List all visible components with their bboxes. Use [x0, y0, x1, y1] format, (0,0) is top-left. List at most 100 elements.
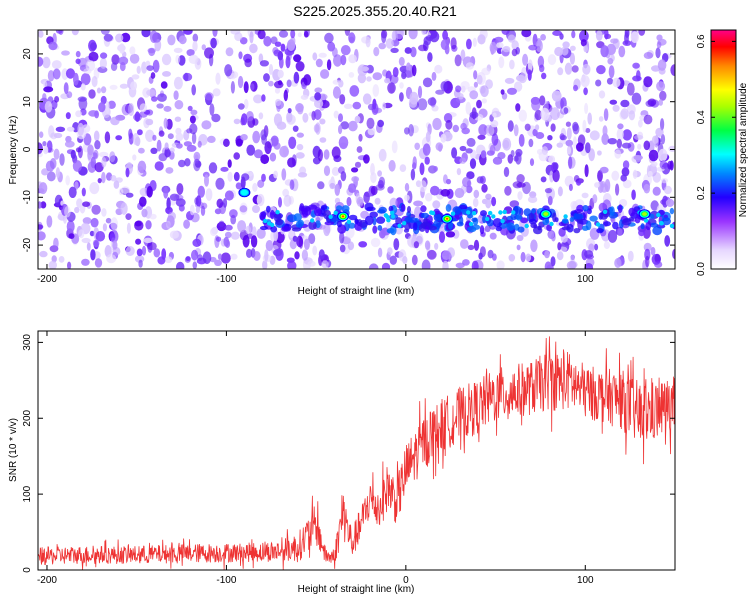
heatmap-cell — [243, 98, 249, 110]
heatmap-cell — [624, 31, 629, 45]
heatmap-cell — [173, 90, 179, 100]
heatmap-cell — [481, 183, 488, 193]
heatmap-cell — [643, 242, 652, 252]
heatmap-cell — [528, 138, 534, 148]
heatmap-band-cell — [450, 211, 456, 216]
heatmap-cell — [366, 76, 372, 82]
heatmap-cell — [402, 256, 408, 264]
heatmap-cell — [568, 156, 573, 170]
heatmap-band-cell — [533, 226, 543, 235]
heatmap-cell — [473, 70, 478, 80]
heatmap-cell — [197, 254, 203, 261]
heatmap-cell — [220, 166, 229, 172]
heatmap-cell — [438, 231, 446, 243]
heatmap-cell — [525, 253, 532, 262]
heatmap-band-cell — [589, 215, 598, 222]
heatmap-cell — [509, 59, 515, 70]
heatmap-band-cell — [621, 218, 632, 226]
heatmap-cell — [469, 90, 479, 100]
heatmap-cell — [547, 195, 553, 206]
heatmap-band-cell — [649, 222, 659, 228]
heatmap-cell — [564, 62, 573, 75]
heatmap-band-cell — [530, 222, 537, 229]
heatmap-cell — [91, 76, 98, 88]
heatmap-cell — [261, 94, 266, 102]
heatmap-cell — [349, 85, 360, 97]
heatmap-cell — [570, 45, 576, 51]
heatmap-cell — [648, 149, 659, 162]
heatmap-cell — [107, 100, 116, 110]
heatmap-cell — [654, 261, 663, 268]
heatmap-cell — [633, 134, 644, 140]
heatmap-cell — [340, 54, 347, 66]
heatmap-band-cell — [291, 227, 302, 232]
heatmap-cell — [460, 49, 466, 61]
heatmap-cell — [440, 39, 450, 51]
heatmap-cell — [643, 114, 653, 125]
heatmap-cell — [125, 192, 134, 198]
heatmap-cell — [71, 30, 79, 36]
heatmap-cell — [119, 43, 125, 54]
heatmap-band-cell — [456, 221, 464, 227]
heatmap-cell — [599, 166, 609, 174]
heatmap-cell — [491, 196, 497, 207]
heatmap-band-cell — [372, 225, 378, 234]
heatmap-band-cell — [603, 221, 611, 227]
heatmap-cell — [583, 45, 588, 53]
heatmap-cell — [169, 230, 179, 239]
heatmap-cell — [617, 228, 623, 236]
heatmap-cell — [136, 248, 143, 257]
heatmap-cell — [240, 134, 248, 141]
heatmap-band-cell — [634, 216, 641, 224]
heatmap-cell — [440, 133, 447, 143]
heatmap-cell — [617, 123, 624, 130]
heatmap-cell — [100, 86, 107, 94]
heatmap-cell — [48, 41, 58, 51]
heatmap-cell — [78, 229, 85, 239]
heatmap-cell — [473, 239, 480, 251]
heatmap-cell — [504, 77, 515, 84]
heatmap-cell — [370, 163, 375, 176]
heatmap-cell — [101, 171, 106, 184]
heatmap-cell — [427, 97, 437, 106]
heatmap-cell — [297, 105, 304, 115]
heatmap-cell — [53, 237, 59, 249]
heatmap-cell — [348, 32, 356, 44]
heatmap-cell — [550, 107, 560, 121]
heatmap-cell — [243, 81, 249, 94]
heatmap-cell — [145, 129, 155, 142]
heatmap-cell — [480, 85, 489, 98]
heatmap-cell — [584, 164, 589, 178]
heatmap-cell — [656, 41, 662, 49]
heatmap-band-cell — [562, 219, 569, 224]
heatmap-cell — [527, 69, 532, 81]
heatmap-cell — [630, 31, 639, 43]
heatmap-cell — [367, 127, 376, 136]
heatmap-cell — [338, 124, 343, 135]
heatmap-band-cell — [341, 205, 350, 213]
heatmap-band-cell — [266, 205, 271, 213]
heatmap-cell — [51, 255, 57, 263]
heatmap-cell — [459, 157, 467, 164]
heatmap-cell — [295, 61, 305, 72]
heatmap-cell — [101, 157, 107, 168]
heatmap-cell — [363, 154, 370, 164]
heatmap-cell — [66, 91, 73, 99]
heatmap-cell — [652, 186, 661, 196]
heatmap-cell — [560, 135, 567, 141]
heatmap-cell — [621, 142, 632, 149]
heatmap-cell — [465, 62, 474, 70]
heatmap-cell — [550, 256, 556, 267]
heatmap-cell — [109, 84, 118, 90]
heatmap-cell — [252, 205, 260, 213]
heatmap-cell — [253, 149, 263, 159]
heatmap-cell — [303, 74, 312, 86]
heatmap-cell — [191, 249, 199, 261]
heatmap-band-cell — [471, 211, 477, 216]
heatmap-cell — [568, 183, 573, 192]
heatmap-cell — [377, 119, 384, 128]
heatmap-cell — [481, 67, 491, 76]
heatmap-band-cell — [354, 218, 359, 225]
heatmap-cell — [378, 148, 387, 162]
heatmap-cell — [602, 125, 608, 137]
